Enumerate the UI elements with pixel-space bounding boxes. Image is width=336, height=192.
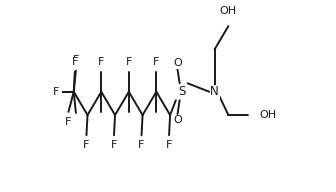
- Text: F: F: [54, 87, 60, 97]
- Text: F: F: [166, 141, 172, 151]
- Text: F: F: [126, 57, 132, 67]
- Text: F: F: [72, 57, 78, 67]
- Text: O: O: [173, 58, 182, 68]
- Text: F: F: [111, 141, 117, 151]
- Text: F: F: [83, 141, 90, 151]
- Text: OH: OH: [259, 110, 276, 120]
- Text: F: F: [138, 141, 145, 151]
- Text: F: F: [73, 55, 79, 65]
- Text: F: F: [52, 87, 59, 97]
- Text: N: N: [210, 85, 219, 98]
- Text: F: F: [153, 57, 160, 67]
- Text: O: O: [173, 115, 182, 125]
- Text: F: F: [65, 117, 72, 127]
- Text: S: S: [178, 85, 185, 98]
- Text: F: F: [98, 57, 104, 67]
- Text: OH: OH: [220, 6, 237, 16]
